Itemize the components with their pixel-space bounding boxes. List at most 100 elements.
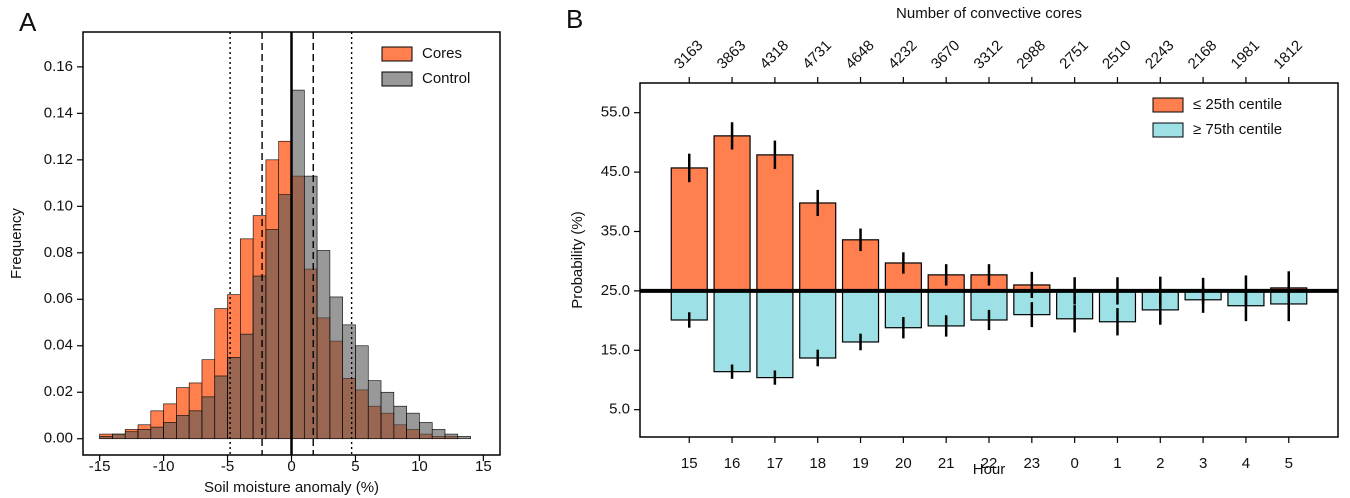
legend-swatch [1152, 122, 1184, 138]
x2-tick-label: 2510 [1099, 37, 1135, 73]
y-tick-label: 25.0 [601, 282, 630, 299]
x2-tick-label: 4318 [757, 37, 793, 73]
y-tick-label: 0.04 [44, 337, 73, 354]
y-tick-label: 5.0 [609, 401, 630, 418]
x-tick-label: 2 [1156, 455, 1164, 472]
bar [799, 290, 837, 359]
y-tick-label: 55.0 [601, 104, 630, 121]
x2-tick-label: 3670 [928, 37, 964, 73]
y-axis-label: Probability (%) [569, 211, 586, 309]
x-tick-label: 5 [1285, 455, 1293, 472]
histogram-bar [316, 250, 331, 440]
x-tick-label: 15 [681, 455, 698, 472]
x-tick-label: 5 [351, 458, 359, 475]
histogram-bar [124, 431, 139, 440]
y-tick-label: 0.06 [44, 290, 73, 307]
x2-tick-label: 2243 [1142, 37, 1178, 73]
x2-tick-label: 4648 [842, 37, 878, 73]
bar [713, 290, 751, 373]
y-tick-label: 0.10 [44, 197, 73, 214]
x-tick-label: 15 [475, 458, 492, 475]
x2-tick-label: 4731 [799, 37, 835, 73]
y-tick-label: 45.0 [601, 163, 630, 180]
bar [713, 135, 751, 292]
y-tick-label: 0.08 [44, 244, 73, 261]
y-tick-label: 0.16 [44, 58, 73, 75]
y-tick-label: 0.12 [44, 151, 73, 168]
histogram-bar [380, 391, 395, 440]
legend-label: Control [422, 70, 470, 87]
histogram-bar [112, 433, 126, 440]
panel-label: A [19, 7, 37, 37]
x-tick-label: -15 [89, 458, 111, 475]
x2-tick-label: 3863 [714, 37, 750, 73]
histogram-bar [393, 405, 407, 440]
histogram-bar [444, 433, 459, 440]
histogram-bar [201, 396, 216, 440]
x-tick-label: 4 [1242, 455, 1250, 472]
y-tick-label: 15.0 [601, 341, 630, 358]
panel-label: B [566, 4, 583, 34]
x-tick-label: 21 [938, 455, 955, 472]
x2-tick-label: 1981 [1228, 37, 1264, 73]
histogram-bar [278, 194, 292, 440]
y-tick-label: 0.14 [44, 104, 73, 121]
histogram-bar [150, 426, 164, 440]
y-tick-label: 0.00 [44, 430, 73, 447]
histogram-bar [406, 412, 420, 440]
x-tick-label: 0 [1070, 455, 1078, 472]
x-tick-label: 20 [895, 455, 912, 472]
x-tick-label: 3 [1199, 455, 1207, 472]
x-tick-label: 16 [724, 455, 741, 472]
histogram-bar [303, 175, 318, 440]
x2-tick-label: 2751 [1056, 37, 1092, 73]
legend-label: Cores [422, 45, 462, 62]
histogram-bar [252, 275, 267, 440]
y-tick-label: 35.0 [601, 222, 630, 239]
x-tick-label: 0 [287, 458, 295, 475]
x-tick-label: -10 [153, 458, 175, 475]
x-tick-label: 23 [1023, 455, 1040, 472]
bar [756, 154, 794, 292]
x-axis-label: Hour [973, 461, 1006, 478]
x-tick-label: 19 [852, 455, 869, 472]
plot-frame [639, 82, 1339, 438]
histogram-bar [265, 229, 280, 440]
x2-tick-label: 2168 [1185, 37, 1221, 73]
histogram-bar [137, 429, 152, 440]
histogram-bar [431, 429, 446, 440]
histogram-bar [291, 89, 305, 440]
y-tick-label: 0.02 [44, 383, 73, 400]
x-tick-label: 18 [809, 455, 826, 472]
x-tick-label: -5 [221, 458, 234, 475]
bar [799, 202, 837, 292]
x2-tick-label: 1812 [1270, 37, 1306, 73]
histogram-bar [355, 345, 369, 440]
histogram-bar [176, 415, 190, 440]
bar [756, 290, 794, 379]
histogram-bar [240, 333, 254, 440]
y-axis-label: Frequency [8, 208, 25, 279]
legend-label: ≥ 75th centile [1193, 121, 1282, 138]
histogram-bar [214, 375, 228, 440]
histogram-bar [99, 436, 113, 440]
bar [670, 167, 708, 292]
x2-axis-label: Number of convective cores [896, 5, 1082, 22]
plot-frame [82, 31, 501, 456]
x-axis-label: Soil moisture anomaly (%) [204, 479, 379, 496]
x2-tick-label: 3163 [671, 37, 707, 73]
x-tick-label: 1 [1113, 455, 1121, 472]
x-tick-label: 17 [767, 455, 784, 472]
histogram-bar [419, 422, 433, 440]
x-tick-label: 22 [981, 455, 998, 472]
x2-tick-label: 4232 [885, 37, 921, 73]
legend-swatch [381, 71, 413, 87]
bar [841, 290, 880, 343]
legend-swatch [381, 46, 413, 62]
histogram-bar [342, 324, 356, 440]
histogram-bar [457, 436, 471, 440]
legend-swatch [1152, 97, 1184, 113]
x2-tick-label: 2988 [1013, 37, 1049, 73]
histogram-bar [163, 422, 177, 440]
